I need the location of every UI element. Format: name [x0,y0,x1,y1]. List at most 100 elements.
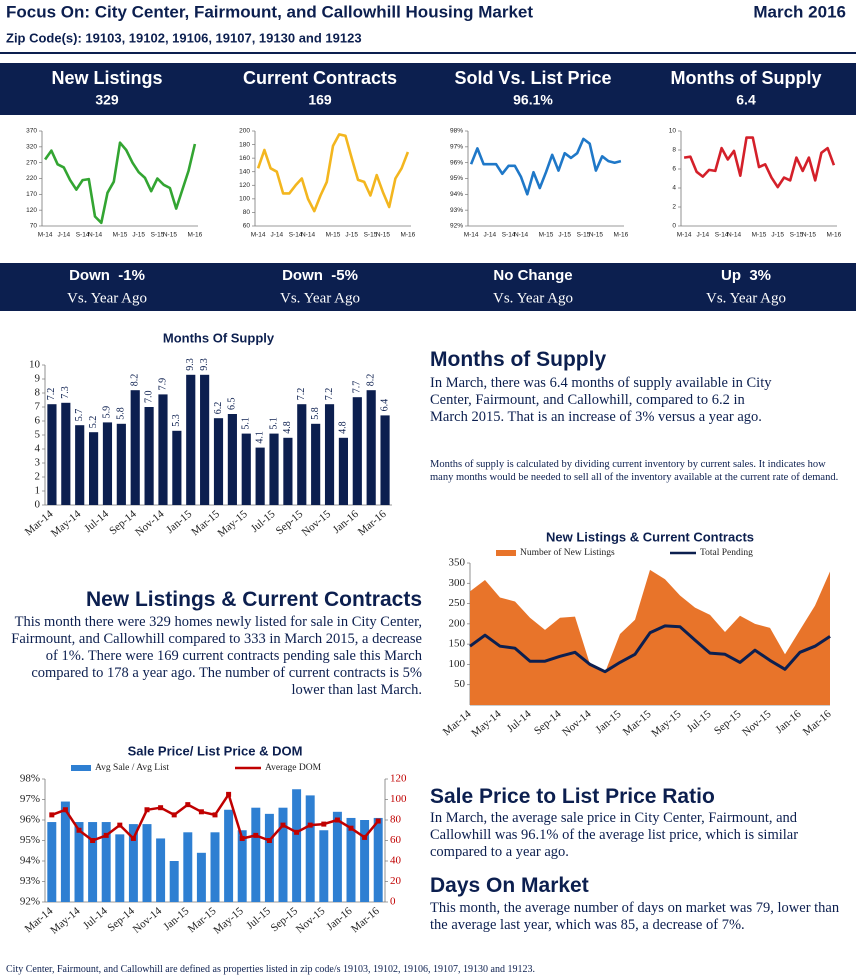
y-tick-label: 40 [390,855,402,867]
heading: New Listings & Current Contracts [85,588,422,611]
x-tick-label: N-15 [802,232,816,239]
y-tick-label: 97% [20,793,40,805]
bar [319,830,329,902]
y-tick-label: 3 [35,457,41,469]
chart-title: Months Of Supply [163,330,275,345]
y-tick-label: 100 [449,658,466,670]
bar [346,817,356,902]
x-tick-label: May-14 [469,708,504,740]
bar [292,789,302,902]
y-tick-label: 8 [672,147,676,154]
x-tick-label: J-14 [697,232,710,239]
bar [102,422,113,505]
marker [130,835,136,841]
x-tick-label: M-16 [187,232,202,239]
x-tick-label: Mar-14 [441,708,474,739]
y-tick-label: 96% [20,814,40,826]
value-label: 6.4 [379,399,390,412]
kpi-title: Months of Supply [671,68,822,88]
bar [283,437,293,505]
bar [75,425,85,505]
heading: Months of Supply [430,348,607,371]
value-label: 7.3 [60,386,71,399]
y-tick-label: 120 [26,207,37,214]
bar [196,852,206,902]
value-label: 5.8 [116,407,127,420]
report-date: March 2016 [753,2,846,21]
zip-codes: Zip Code(s): 19103, 19102, 19106, 19107,… [6,30,362,45]
y-tick-label: 10 [29,359,41,371]
y-tick-label: 4 [35,443,41,455]
kpi-value: 6.4 [736,92,756,108]
marker [321,821,327,827]
bar [186,374,196,505]
y-tick-label: 98% [450,128,463,135]
x-tick-label: Nov-15 [300,508,334,539]
y-tick-label: 6 [672,166,676,173]
change-band [0,263,856,311]
marker [239,835,245,841]
marker [90,838,96,843]
kpi-compare: Vs. Year Ago [280,290,360,306]
x-tick-label: Sep-15 [712,708,744,738]
marker [280,822,286,828]
kpi-title: Current Contracts [243,68,397,88]
value-label: 9.3 [185,358,196,371]
x-tick-label: Nov-14 [131,905,165,936]
bar [210,832,220,902]
x-tick-label: M-16 [826,232,841,239]
marker [362,834,368,840]
x-tick-label: S-15 [790,232,804,239]
bar [264,813,274,902]
y-tick-label: 100 [390,793,407,805]
bar [130,390,140,505]
kpi-value: 329 [95,92,119,108]
y-tick-label: 8 [35,387,41,399]
y-tick-label: 270 [26,159,37,166]
x-tick-label: Jul-15 [685,708,714,735]
bar [47,404,57,505]
x-tick-label: Mar-16 [801,708,834,739]
kpi-change: Down -1% [69,267,145,284]
x-tick-label: M-14 [464,232,479,239]
x-tick-label: Nov-14 [133,508,167,539]
kpi-change: Up 3% [721,267,771,284]
x-tick-label: Jan-15 [593,708,624,736]
x-tick-label: S-15 [364,232,378,239]
y-tick-label: 50 [454,678,466,690]
y-tick-label: 200 [449,617,466,629]
x-tick-label: J-15 [558,232,571,239]
x-tick-label: M-15 [539,232,554,239]
value-label: 5.2 [88,416,99,429]
legend-label: Avg Sale / Avg List [95,763,169,773]
legend-label: Total Pending [700,548,753,558]
y-tick-label: 93% [20,875,40,887]
bar [332,811,342,902]
x-tick-label: J-15 [345,232,358,239]
bar [200,374,210,505]
marker [185,802,191,808]
value-label: 5.1 [268,417,279,430]
x-tick-label: Nov-15 [740,708,774,739]
marker [171,812,177,818]
x-tick-label: May-15 [215,508,250,540]
value-label: 5.7 [74,409,85,422]
x-tick-label: N-14 [514,232,528,239]
marker [294,829,300,835]
y-tick-label: 170 [26,191,37,198]
bar [324,404,335,505]
bar [380,415,390,505]
x-tick-label: S-14 [289,232,303,239]
y-tick-label: 2 [672,204,676,211]
bar [297,404,307,505]
line [469,137,622,196]
x-tick-label: J-14 [271,232,284,239]
y-tick-label: 160 [239,155,250,162]
y-tick-label: 150 [449,638,466,650]
x-tick-label: S-15 [577,232,591,239]
bar [278,807,288,902]
legend-label: Average DOM [265,763,322,773]
y-tick-label: 120 [239,182,250,189]
bar [224,809,234,902]
